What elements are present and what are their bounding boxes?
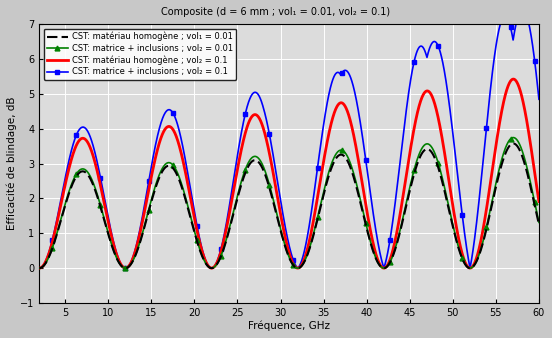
Legend: CST: matériau homogène ; vol₁ = 0.01, CST: matrice + inclusions ; vol₂ = 0.01, C: CST: matériau homogène ; vol₁ = 0.01, CS… <box>44 29 236 80</box>
X-axis label: Fréquence, GHz: Fréquence, GHz <box>248 320 330 331</box>
Text: Composite (d = 6 mm ; vol₁ = 0.01, vol₂ = 0.1): Composite (d = 6 mm ; vol₁ = 0.01, vol₂ … <box>161 7 391 17</box>
Y-axis label: Efficacité de blindage, dB: Efficacité de blindage, dB <box>7 97 18 231</box>
